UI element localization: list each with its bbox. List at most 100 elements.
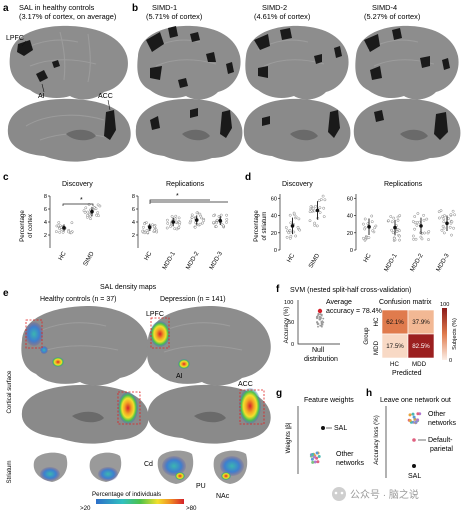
cm-col-axis: Predicted <box>392 370 422 377</box>
g-other-dot <box>311 460 315 464</box>
d-replication-mean <box>367 224 371 229</box>
g-other-dot <box>316 460 320 464</box>
c-replication-dot <box>151 223 154 227</box>
c-replication-sig: * <box>176 193 179 200</box>
c-replication-mean <box>194 218 199 222</box>
h-label-dp-2: parietal <box>430 446 453 453</box>
d-discovery-dot <box>313 223 316 227</box>
d-replication-dot <box>396 215 400 219</box>
c-replication-dot <box>142 225 145 229</box>
h-label-dp-1: Default- <box>428 437 453 444</box>
d-replication-dot <box>363 227 367 231</box>
acc-pointer <box>107 99 111 111</box>
d-discovery-dot <box>319 198 323 201</box>
c-discovery-dot <box>96 203 100 207</box>
label-lpfc-e: LPFC <box>146 311 164 318</box>
h-sal-point <box>412 464 416 468</box>
d-replication-dot <box>413 215 417 218</box>
c-replication-dot <box>215 218 219 222</box>
h-other-dot <box>413 417 417 421</box>
label-ai-e: AI <box>176 373 183 380</box>
d-replication-dot <box>453 213 456 217</box>
c-replication-dot <box>177 226 181 229</box>
cm-cbar-min: 0 <box>449 358 452 364</box>
d-ylabel-1: Percentage <box>253 210 260 242</box>
d-discovery-ytick-label: 60 <box>271 196 277 202</box>
d-replication-dot <box>451 209 455 213</box>
cm-cells: 62.1% 37.9% 17.5% 82.5% <box>381 309 435 359</box>
h-label-other-1: Other <box>428 411 446 418</box>
panel-letter-a: a <box>3 3 9 14</box>
d-replication-dot <box>370 214 374 218</box>
striatum-hc <box>33 452 122 482</box>
d-discovery-dot <box>313 221 316 225</box>
d-discovery-ytick-label: 40 <box>271 214 277 220</box>
d-replication-dot <box>398 234 401 238</box>
d-discovery-dot <box>298 228 302 232</box>
density-lateral-hc <box>21 306 149 386</box>
c-replication-dot <box>153 229 156 232</box>
d-discovery-dot <box>289 221 293 225</box>
c-discovery-dot <box>55 230 58 233</box>
f-title: SVM (nested split-half cross-validation) <box>290 287 411 294</box>
c-replication-dot <box>225 221 228 224</box>
c-replication-dot <box>166 218 169 222</box>
brain-medial-simd4 <box>353 98 461 162</box>
cm-col-mdd: MDD <box>412 361 427 368</box>
c-replication-xtick-label: HC <box>143 250 154 262</box>
colorbar-max: >80 <box>186 505 197 512</box>
g-other-dot <box>317 455 321 458</box>
colorbar-min: >20 <box>80 505 91 512</box>
f-axes <box>297 300 340 345</box>
d-discovery-dot <box>322 215 326 218</box>
g-label-other-1: Other <box>336 451 354 458</box>
c-replication-dot <box>170 215 174 218</box>
g-other-dot <box>310 457 314 461</box>
d-replication-dot <box>422 218 426 222</box>
cm-cbar-title: Subjects (%) <box>452 318 458 350</box>
c-replication-dot <box>188 221 192 225</box>
h-other-points <box>407 412 422 425</box>
c-discovery-dot <box>57 221 61 224</box>
c-replication-dot <box>212 214 215 218</box>
cm-row-hc: HC <box>373 317 380 326</box>
f-null-line1: Null <box>312 347 325 354</box>
label-pu: PU <box>196 483 206 490</box>
panel-a-title-line2: (3.17% of cortex, on average) <box>19 12 116 21</box>
c-replication-mean <box>218 218 223 223</box>
cm-cell-value: 17.5% <box>386 343 404 350</box>
c-replication-dot <box>141 229 145 233</box>
c-discovery-dot <box>82 209 86 213</box>
d-replication-mean <box>419 224 423 228</box>
c-replication-dot <box>201 221 204 225</box>
c-discovery-dot <box>58 230 62 234</box>
c-replication-dot <box>217 215 221 218</box>
f-null-dot <box>317 325 319 328</box>
d-discovery-dot <box>311 206 315 210</box>
d-replication-xtick-label: MDD-3 <box>435 252 451 273</box>
c-replication-dot <box>214 225 218 228</box>
d-replication-dot <box>442 217 446 221</box>
f-null-dot <box>320 314 323 316</box>
brain-medial-hc <box>7 98 131 162</box>
panel-d: d Discovery Replications Percentage of s… <box>245 172 456 273</box>
f-null-dot <box>319 315 321 318</box>
c-replication-dot <box>193 225 197 229</box>
panel-letter-c: c <box>3 172 9 183</box>
d-replication-dot <box>390 228 393 232</box>
d-discovery-dot <box>309 205 313 209</box>
d-replication-dot <box>395 230 399 233</box>
d-discovery-dot <box>288 236 292 240</box>
c-replication-ytick-label: 2 <box>132 233 135 239</box>
d-discovery-dot <box>292 211 296 215</box>
d-discovery-dot <box>314 204 317 208</box>
c-replication-xtick-label: MDD-3 <box>208 250 224 271</box>
d-discovery-dot <box>323 198 327 202</box>
c-replication-dot <box>173 227 177 231</box>
d-discovery-ytick-label: 0 <box>274 248 277 254</box>
d-replication-dot <box>413 221 417 225</box>
d-replication-dot <box>392 236 396 240</box>
watermark-text: 公众号 · 脑之说 <box>350 488 419 501</box>
h-other-dot <box>416 412 420 416</box>
cm-cell-value: 37.9% <box>412 319 430 326</box>
